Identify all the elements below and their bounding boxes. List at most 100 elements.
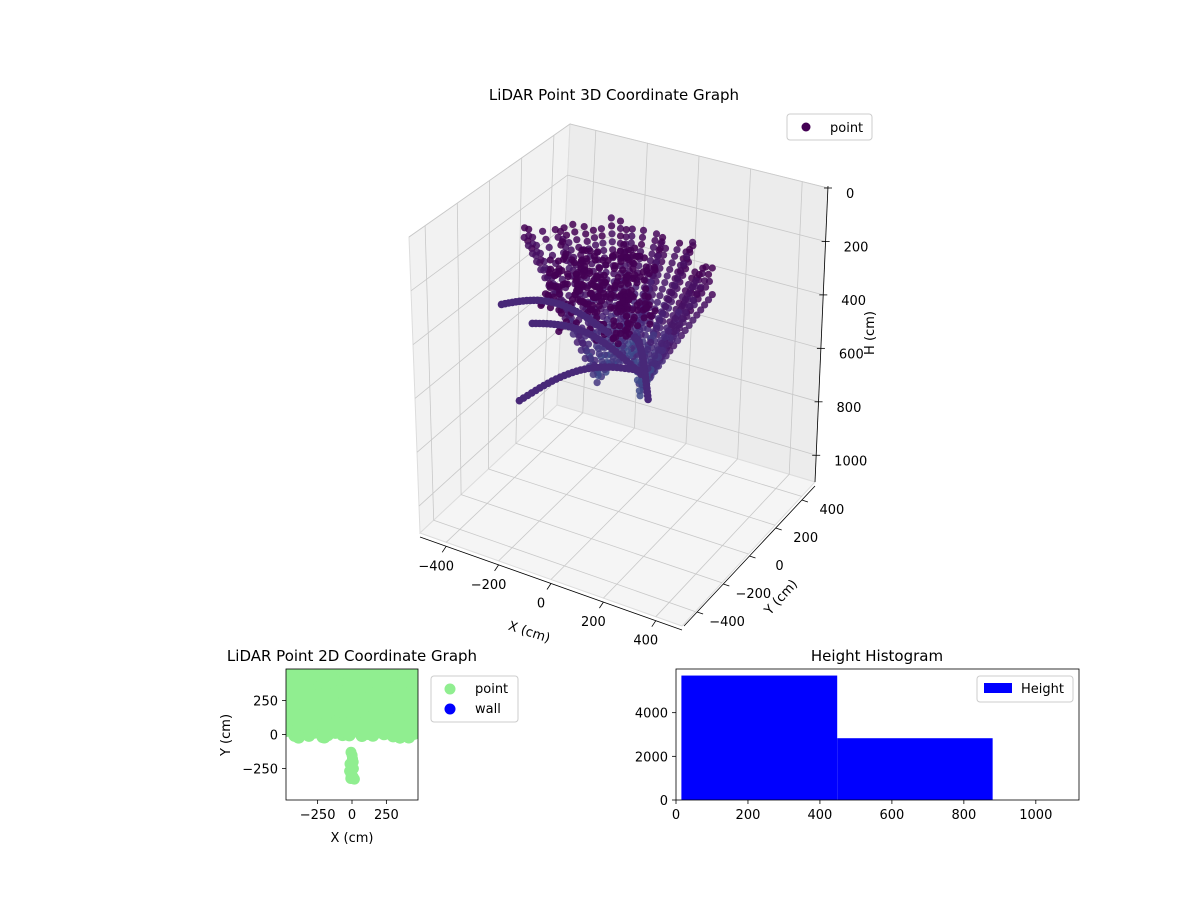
x-tick-label-hist: 600 bbox=[879, 808, 904, 823]
x-tick-label-2d: −250 bbox=[300, 808, 336, 823]
point-marker bbox=[595, 264, 604, 272]
point-marker-2d bbox=[286, 669, 298, 683]
point-marker bbox=[521, 224, 529, 232]
point-marker bbox=[674, 321, 682, 329]
grid-line-back-x bbox=[737, 168, 751, 459]
point-marker bbox=[644, 346, 652, 354]
point-marker bbox=[586, 290, 594, 298]
point-marker bbox=[683, 253, 691, 261]
grid-line-z-back bbox=[569, 123, 829, 189]
point-marker bbox=[573, 236, 581, 244]
point-marker bbox=[689, 296, 697, 304]
point-marker bbox=[667, 288, 676, 296]
point-marker-2d bbox=[354, 673, 368, 686]
point-marker-2d bbox=[410, 691, 418, 705]
point-marker bbox=[681, 296, 690, 304]
point-marker bbox=[651, 266, 659, 274]
point-marker bbox=[569, 330, 577, 338]
point-marker bbox=[671, 314, 679, 323]
point-marker bbox=[653, 298, 662, 306]
point-marker bbox=[680, 260, 688, 268]
point-marker bbox=[646, 312, 654, 320]
histogram-frame bbox=[675, 668, 1080, 801]
point-marker bbox=[664, 327, 673, 335]
z-tick-label: 800 bbox=[837, 401, 862, 416]
point-marker bbox=[602, 261, 610, 269]
point-marker bbox=[578, 297, 586, 305]
point-marker bbox=[622, 277, 630, 285]
grid-line-z-left bbox=[418, 379, 559, 507]
point-marker bbox=[666, 265, 674, 274]
grid-line-z-back bbox=[565, 225, 824, 296]
grid-line-y bbox=[460, 494, 723, 584]
y-tick-label-hist: 4000 bbox=[635, 707, 668, 722]
point-marker bbox=[558, 238, 567, 246]
point-marker bbox=[639, 226, 648, 234]
point-marker-2d bbox=[339, 669, 353, 678]
point-marker bbox=[633, 376, 642, 384]
x-tick-label-hist: 400 bbox=[808, 808, 833, 823]
point-marker bbox=[661, 303, 670, 311]
point-marker bbox=[651, 237, 659, 245]
point-marker bbox=[641, 292, 649, 300]
point-marker bbox=[670, 328, 678, 336]
point-marker bbox=[546, 256, 554, 264]
point-marker-2d bbox=[390, 724, 404, 738]
point-marker bbox=[634, 252, 642, 261]
x-tick-label-hist: 1000 bbox=[1019, 808, 1052, 823]
point-marker-2d bbox=[288, 712, 302, 726]
point-marker bbox=[699, 264, 707, 272]
point-marker bbox=[533, 258, 541, 266]
point-marker bbox=[619, 266, 627, 274]
point-marker bbox=[614, 340, 622, 348]
point-marker bbox=[697, 283, 705, 291]
point-marker bbox=[708, 264, 716, 272]
point-marker bbox=[591, 256, 600, 264]
point-marker bbox=[607, 214, 615, 222]
chart-2d: LiDAR Point 2D Coordinate Graph −250 0 250… bbox=[219, 647, 519, 846]
x-tick bbox=[599, 601, 604, 609]
y-tick-label: −400 bbox=[709, 615, 745, 630]
point-marker-2d bbox=[406, 703, 418, 717]
point-marker bbox=[644, 395, 652, 404]
legend-3d-marker bbox=[801, 122, 811, 132]
point-marker bbox=[697, 306, 705, 314]
y-tick-label: 400 bbox=[819, 503, 844, 518]
point-marker-2d bbox=[347, 756, 359, 768]
point-marker bbox=[657, 339, 666, 348]
y-tick bbox=[696, 611, 704, 615]
point-marker bbox=[647, 338, 655, 346]
legend-3d: point bbox=[786, 113, 873, 141]
point-marker bbox=[565, 264, 573, 272]
point-marker bbox=[595, 302, 603, 310]
point-marker bbox=[572, 276, 580, 285]
point-marker bbox=[659, 233, 667, 242]
x-tick-label: 200 bbox=[581, 615, 606, 630]
x-tick bbox=[651, 620, 657, 627]
point-marker bbox=[634, 306, 642, 314]
legend-hist-box bbox=[976, 675, 1074, 703]
point-marker bbox=[622, 226, 630, 234]
point-marker bbox=[628, 306, 637, 314]
point-marker bbox=[615, 293, 623, 301]
point-marker bbox=[622, 233, 630, 241]
point-marker bbox=[633, 301, 641, 309]
point-marker bbox=[646, 257, 655, 265]
z-tick-label: 0 bbox=[846, 187, 854, 202]
x-tick-label: −400 bbox=[418, 559, 454, 574]
grid-line-z-back bbox=[558, 379, 817, 456]
point-marker bbox=[678, 302, 686, 310]
legend-2d-label-wall: wall bbox=[475, 702, 501, 717]
point-marker bbox=[663, 272, 671, 280]
y-tick-label-2d: 250 bbox=[253, 694, 278, 709]
point-marker bbox=[589, 301, 597, 309]
point-marker bbox=[631, 271, 639, 279]
legend-hist-label: Height bbox=[1021, 682, 1064, 697]
legend-hist-swatch bbox=[984, 683, 1012, 693]
point-marker bbox=[593, 308, 601, 316]
legend-2d-label-point: point bbox=[475, 682, 508, 697]
point-marker bbox=[655, 246, 663, 254]
point-marker bbox=[675, 308, 683, 316]
point-marker bbox=[633, 322, 642, 330]
